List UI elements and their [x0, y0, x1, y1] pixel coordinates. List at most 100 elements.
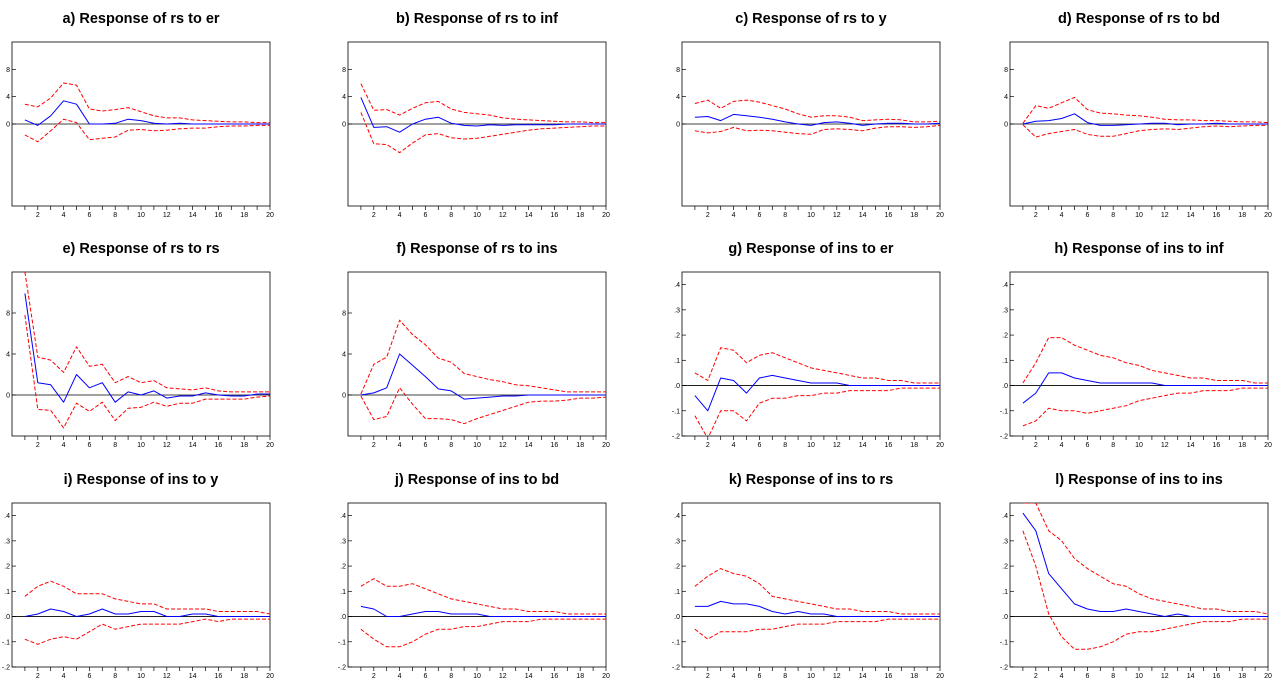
x-tick-label: 16 — [551, 212, 559, 219]
x-tick-label: 2 — [1034, 442, 1038, 449]
x-tick-label: 4 — [732, 212, 736, 219]
x-tick-label: 6 — [87, 673, 91, 680]
y-tick-label: .0 — [674, 614, 680, 621]
x-tick-label: 12 — [163, 673, 171, 680]
plot-frame — [11, 271, 271, 437]
y-tick-label: .3 — [674, 307, 680, 314]
lower-band-line — [694, 124, 940, 135]
panel-10: j) Response of ins to bd -.2 -.1 .0 .1 .2 .3 .4… — [338, 472, 610, 680]
lower-band-line — [360, 112, 606, 154]
panel-title: a) Response of rs to er — [62, 11, 219, 27]
y-tick-label: 8 — [342, 67, 346, 74]
upper-band-line — [24, 272, 270, 393]
lower-band-line — [694, 618, 940, 640]
x-tick-label: 8 — [449, 673, 453, 680]
x-tick-label: 12 — [833, 442, 841, 449]
y-tick-label: 0 — [1004, 122, 1008, 129]
x-tick-label: 8 — [113, 673, 117, 680]
lower-band-line — [1022, 530, 1268, 650]
response-line — [1022, 512, 1268, 617]
plot-frame — [11, 502, 271, 668]
x-tick-label: 14 — [189, 212, 197, 219]
y-tick-label: .0 — [1002, 614, 1008, 621]
x-tick-label: 16 — [885, 212, 893, 219]
panel-title: f) Response of rs to ins — [396, 241, 557, 257]
response-line — [24, 293, 270, 403]
x-tick-label: 4 — [398, 673, 402, 680]
y-tick-label: 4 — [676, 94, 680, 101]
x-tick-label: 6 — [1085, 673, 1089, 680]
upper-band-line — [1022, 337, 1268, 384]
panel-12: l) Response of ins to ins -.2 -.1 .0 .1 .2 .3.… — [1000, 472, 1272, 680]
x-tick-label: 8 — [1111, 212, 1115, 219]
y-tick-label: .3 — [1002, 538, 1008, 545]
x-tick-label: 16 — [551, 673, 559, 680]
y-tick-label: -.1 — [338, 639, 346, 646]
x-tick-label: 2 — [36, 673, 40, 680]
response-line — [694, 374, 940, 412]
x-tick-label: 2 — [706, 442, 710, 449]
x-tick-label: 4 — [398, 212, 402, 219]
x-tick-label: 6 — [757, 212, 761, 219]
x-tick-label: 16 — [885, 673, 893, 680]
x-tick-label: 12 — [499, 673, 507, 680]
x-tick-label: 6 — [423, 673, 427, 680]
y-tick-label: -.1 — [1000, 408, 1008, 415]
x-tick-label: 6 — [423, 442, 427, 449]
y-tick-label: .4 — [674, 513, 680, 520]
x-tick-label: 12 — [1161, 442, 1169, 449]
plot-frame — [681, 502, 941, 668]
x-tick-label: 10 — [137, 212, 145, 219]
x-tick-label: 8 — [783, 442, 787, 449]
y-tick-label: .2 — [674, 333, 680, 340]
x-tick-label: 18 — [240, 442, 248, 449]
panel-7: g) Response of ins to er -.2 -.1 .0 .1 .2 .3 .4… — [672, 241, 944, 449]
panel-9: i) Response of ins to y -.2 -.1 .0 .1 .2 .3 .4 2… — [2, 472, 274, 680]
y-tick-label: 8 — [6, 311, 10, 318]
panel-title: e) Response of rs to rs — [62, 241, 219, 257]
panel-8: h) Response of ins to inf -.2 -.1 .0 .1 .2 .3.… — [1000, 241, 1272, 449]
x-tick-label: 2 — [36, 442, 40, 449]
y-tick-label: -.2 — [1000, 665, 1008, 672]
lower-band-line — [360, 387, 606, 425]
x-tick-label: 14 — [525, 673, 533, 680]
x-tick-label: 6 — [1085, 442, 1089, 449]
y-tick-label: .2 — [674, 564, 680, 571]
y-tick-label: 0 — [6, 393, 10, 400]
lower-band-line — [24, 315, 270, 429]
x-tick-label: 8 — [783, 673, 787, 680]
x-tick-label: 18 — [1238, 673, 1246, 680]
x-tick-label: 18 — [1238, 212, 1246, 219]
y-tick-label: 0 — [342, 393, 346, 400]
y-tick-label: .0 — [4, 614, 10, 621]
upper-band-line — [360, 319, 606, 395]
series-group — [24, 272, 270, 429]
y-tick-label: 4 — [6, 94, 10, 101]
series-group — [694, 99, 940, 135]
series-group — [360, 319, 606, 425]
y-tick-label: .3 — [1002, 307, 1008, 314]
panel-title: i) Response of ins to y — [64, 472, 219, 488]
panel-title: c) Response of rs to y — [735, 11, 886, 27]
response-line — [24, 100, 270, 126]
y-tick-label: .4 — [340, 513, 346, 520]
x-tick-label: 12 — [833, 212, 841, 219]
x-tick-label: 2 — [1034, 212, 1038, 219]
x-tick-label: 14 — [859, 673, 867, 680]
y-tick-label: 0 — [676, 122, 680, 129]
y-tick-label: 0 — [342, 122, 346, 129]
x-tick-label: 4 — [62, 442, 66, 449]
x-tick-label: 12 — [499, 212, 507, 219]
y-tick-label: 4 — [1004, 94, 1008, 101]
x-tick-label: 10 — [1135, 212, 1143, 219]
y-tick-label: -.2 — [1000, 434, 1008, 441]
y-tick-label: .4 — [1002, 513, 1008, 520]
x-tick-label: 14 — [525, 212, 533, 219]
x-tick-label: 20 — [266, 673, 274, 680]
x-tick-label: 6 — [757, 442, 761, 449]
response-line — [1022, 113, 1268, 126]
panel-6: f) Response of rs to ins 0 4 8 2 4 6 8 10 12 14 16 1… — [342, 241, 610, 449]
response-line — [360, 97, 606, 133]
y-tick-label: -.1 — [2, 639, 10, 646]
x-tick-label: 14 — [189, 442, 197, 449]
